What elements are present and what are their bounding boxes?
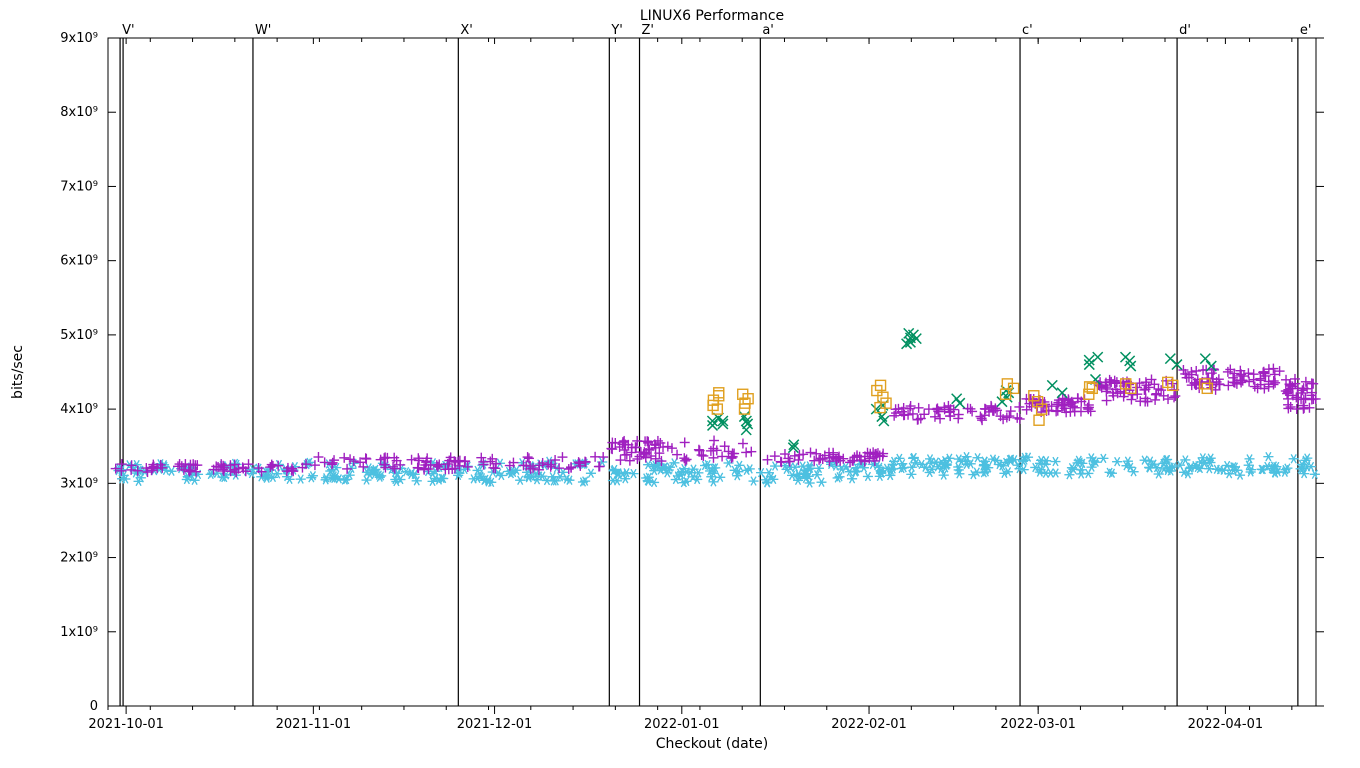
- y-tick-label: 7x10⁹: [60, 179, 98, 194]
- performance-chart: 0 1x10⁹ 2x10⁹ 3x10⁹ 4x10⁹ 5x10⁹ 6x10⁹ 7x10⁹ 8x10…: [0, 0, 1360, 768]
- event-label: Y': [610, 23, 623, 38]
- event-label: X': [460, 23, 472, 38]
- y-tick-label: 1x10⁹: [60, 625, 98, 640]
- event-label: W': [255, 23, 271, 38]
- x-tick-label: 2022-01-01: [644, 717, 720, 732]
- y-tick-label: 8x10⁹: [60, 105, 98, 120]
- y-tick-label: 4x10⁹: [60, 402, 98, 417]
- y-tick-label: 0: [90, 699, 98, 714]
- x-tick-label: 2021-11-01: [276, 717, 352, 732]
- y-tick-label: 3x10⁹: [60, 476, 98, 491]
- y-tick-label: 2x10⁹: [60, 551, 98, 566]
- x-tick-label: 2022-04-01: [1188, 717, 1264, 732]
- event-label: c': [1022, 23, 1033, 38]
- x-axis-label: Checkout (date): [656, 736, 768, 752]
- event-label: e': [1300, 23, 1312, 38]
- x-tick-label: 2022-02-01: [831, 717, 907, 732]
- x-tick-label: 2021-12-01: [457, 717, 533, 732]
- y-tick-label: 9x10⁹: [60, 31, 98, 46]
- chart-svg: 0 1x10⁹ 2x10⁹ 3x10⁹ 4x10⁹ 5x10⁹ 6x10⁹ 7x10⁹ 8x10…: [0, 0, 1360, 768]
- x-tick-label: 2022-03-01: [1000, 717, 1076, 732]
- event-label: d': [1179, 23, 1191, 38]
- event-label: V': [122, 23, 134, 38]
- x-tick-label: 2021-10-01: [88, 717, 164, 732]
- chart-title: LINUX6 Performance: [640, 8, 784, 24]
- event-label: Z': [642, 23, 654, 38]
- y-axis-label: bits/sec: [10, 345, 26, 399]
- y-tick-label: 5x10⁹: [60, 328, 98, 343]
- y-tick-label: 6x10⁹: [60, 254, 98, 269]
- event-label: a': [762, 23, 774, 38]
